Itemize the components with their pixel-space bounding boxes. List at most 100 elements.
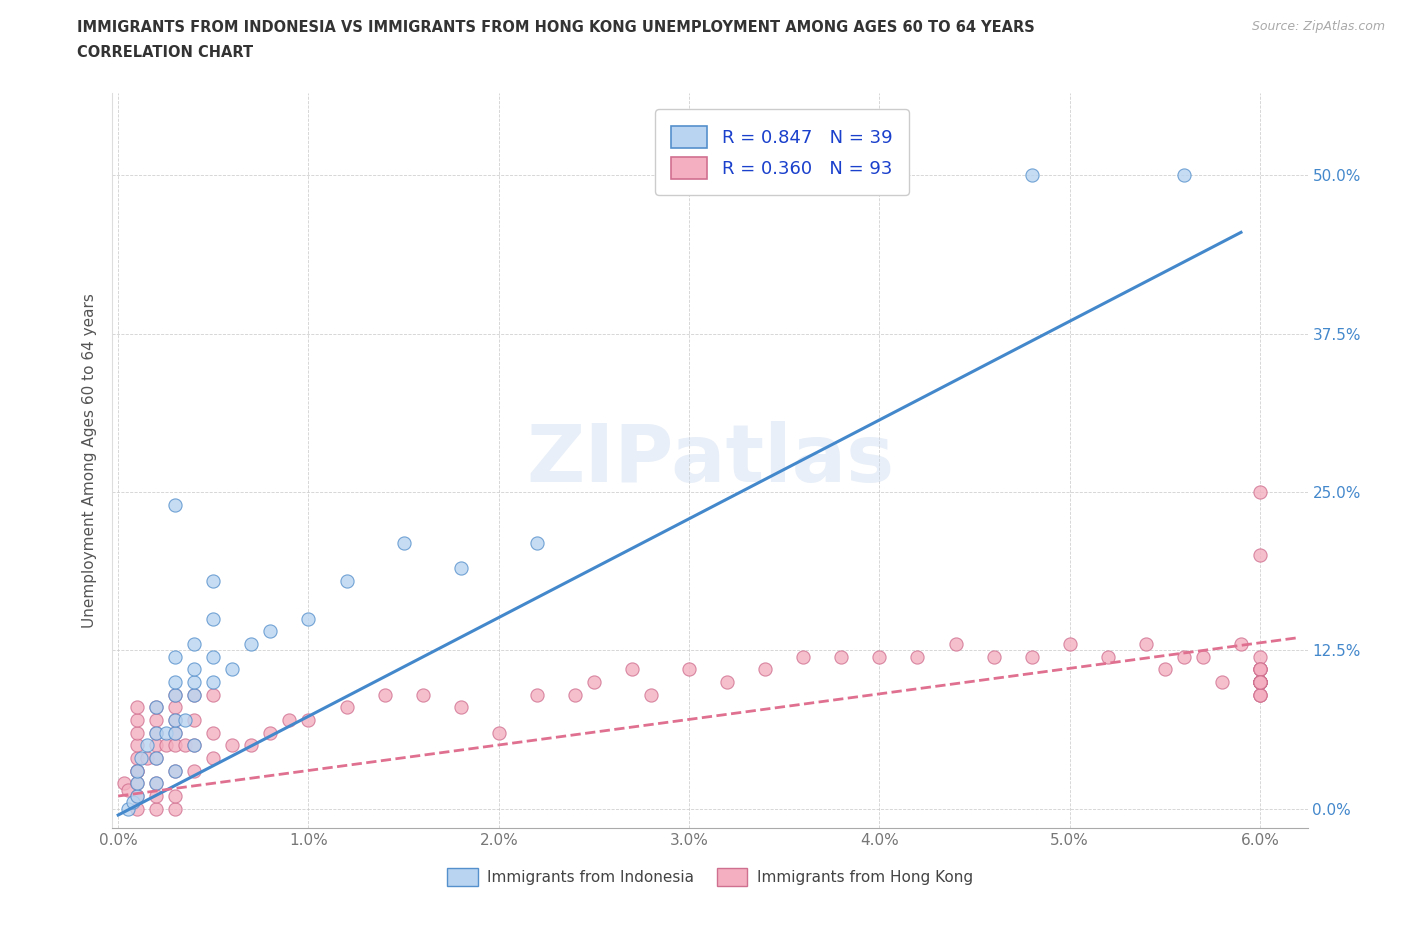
Point	[127, 737, 149, 752]
Point	[621, 662, 644, 677]
Point	[173, 712, 195, 727]
Point	[202, 649, 225, 664]
Point	[1249, 662, 1271, 677]
Point	[259, 725, 281, 740]
Point	[165, 687, 187, 702]
Point	[155, 725, 177, 740]
Point	[240, 636, 263, 651]
Point	[122, 795, 145, 810]
Point	[165, 700, 187, 715]
Point	[907, 649, 929, 664]
Point	[335, 700, 357, 715]
Point	[1211, 674, 1233, 689]
Point	[582, 674, 605, 689]
Point	[1021, 649, 1043, 664]
Point	[1249, 674, 1271, 689]
Point	[145, 737, 167, 752]
Point	[754, 662, 776, 677]
Point	[117, 802, 139, 817]
Point	[155, 737, 177, 752]
Point	[135, 737, 157, 752]
Point	[127, 789, 149, 804]
Point	[412, 687, 434, 702]
Point	[526, 687, 548, 702]
Point	[165, 725, 187, 740]
Point	[165, 498, 187, 512]
Point	[145, 700, 167, 715]
Point	[1230, 636, 1253, 651]
Point	[716, 674, 738, 689]
Point	[165, 649, 187, 664]
Point	[183, 662, 205, 677]
Point	[127, 725, 149, 740]
Point	[127, 764, 149, 778]
Point	[1249, 674, 1271, 689]
Point	[183, 737, 205, 752]
Point	[145, 776, 167, 790]
Point	[127, 802, 149, 817]
Point	[202, 674, 225, 689]
Point	[183, 674, 205, 689]
Point	[1192, 649, 1215, 664]
Point	[297, 712, 319, 727]
Point	[165, 674, 187, 689]
Y-axis label: Unemployment Among Ages 60 to 64 years: Unemployment Among Ages 60 to 64 years	[82, 293, 97, 628]
Point	[392, 536, 415, 551]
Point	[202, 573, 225, 588]
Point	[374, 687, 396, 702]
Point	[165, 712, 187, 727]
Point	[1173, 168, 1195, 183]
Point	[145, 776, 167, 790]
Point	[202, 751, 225, 765]
Point	[165, 687, 187, 702]
Point	[1249, 674, 1271, 689]
Point	[165, 802, 187, 817]
Point	[165, 725, 187, 740]
Point	[1249, 674, 1271, 689]
Point	[1249, 674, 1271, 689]
Point	[1059, 636, 1081, 651]
Point	[1249, 485, 1271, 499]
Point	[183, 737, 205, 752]
Point	[202, 725, 225, 740]
Point	[1153, 662, 1175, 677]
Point	[165, 737, 187, 752]
Point	[127, 764, 149, 778]
Point	[183, 764, 205, 778]
Point	[145, 700, 167, 715]
Point	[221, 662, 243, 677]
Point	[450, 700, 472, 715]
Point	[1097, 649, 1119, 664]
Point	[1249, 649, 1271, 664]
Point	[1249, 687, 1271, 702]
Point	[335, 573, 357, 588]
Point	[1249, 662, 1271, 677]
Point	[240, 737, 263, 752]
Point	[202, 611, 225, 626]
Point	[173, 737, 195, 752]
Text: ZIPatlas: ZIPatlas	[526, 421, 894, 499]
Point	[135, 751, 157, 765]
Point	[221, 737, 243, 752]
Point	[127, 700, 149, 715]
Point	[145, 802, 167, 817]
Point	[678, 662, 700, 677]
Point	[1249, 674, 1271, 689]
Point	[165, 712, 187, 727]
Point	[145, 725, 167, 740]
Point	[1249, 674, 1271, 689]
Point	[145, 751, 167, 765]
Point	[278, 712, 301, 727]
Point	[792, 649, 814, 664]
Point	[1249, 662, 1271, 677]
Point	[1135, 636, 1157, 651]
Point	[127, 764, 149, 778]
Point	[127, 789, 149, 804]
Point	[450, 561, 472, 576]
Point	[127, 776, 149, 790]
Point	[127, 776, 149, 790]
Point	[129, 751, 152, 765]
Point	[183, 687, 205, 702]
Text: CORRELATION CHART: CORRELATION CHART	[77, 45, 253, 60]
Point	[183, 687, 205, 702]
